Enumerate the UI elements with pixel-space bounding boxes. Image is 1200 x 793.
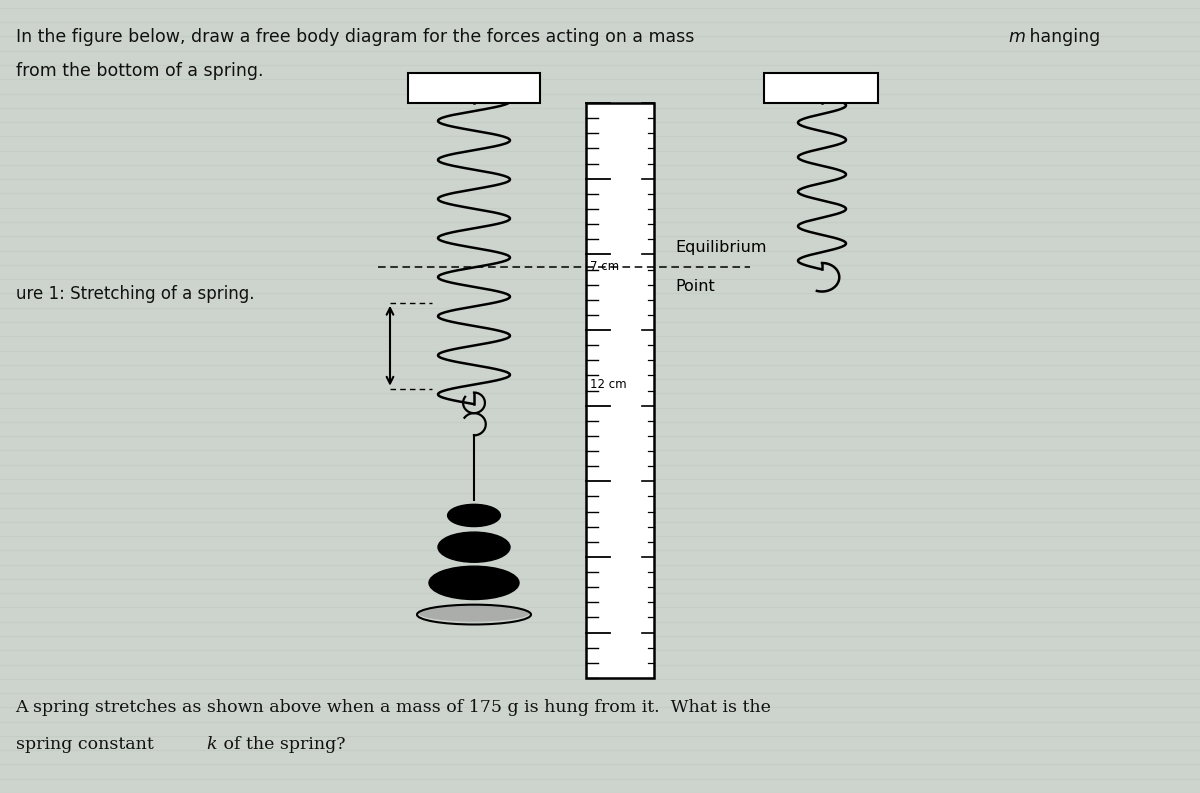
Text: A spring stretches as shown above when a mass of 175 g is hung from it.  What is: A spring stretches as shown above when a…: [16, 699, 772, 716]
Ellipse shape: [419, 604, 530, 622]
Text: ure 1: Stretching of a spring.: ure 1: Stretching of a spring.: [16, 285, 254, 304]
Text: Point: Point: [676, 279, 715, 294]
Ellipse shape: [448, 504, 500, 527]
Bar: [764, 73, 878, 103]
Text: k: k: [206, 736, 217, 753]
Text: of the spring?: of the spring?: [218, 736, 346, 753]
Text: 12 cm: 12 cm: [590, 378, 628, 391]
Text: Equilibrium: Equilibrium: [676, 240, 767, 255]
Ellipse shape: [438, 532, 510, 562]
Text: hanging: hanging: [1024, 28, 1100, 46]
Ellipse shape: [430, 566, 520, 600]
Text: In the figure below, draw a free body diagram for the forces acting on a mass: In the figure below, draw a free body di…: [16, 28, 700, 46]
Text: 7 cm: 7 cm: [590, 260, 619, 274]
Text: m: m: [1008, 28, 1025, 46]
Text: from the bottom of a spring.: from the bottom of a spring.: [16, 62, 263, 80]
Bar: [408, 73, 540, 103]
Text: spring constant: spring constant: [16, 736, 158, 753]
Bar: [586, 103, 654, 678]
